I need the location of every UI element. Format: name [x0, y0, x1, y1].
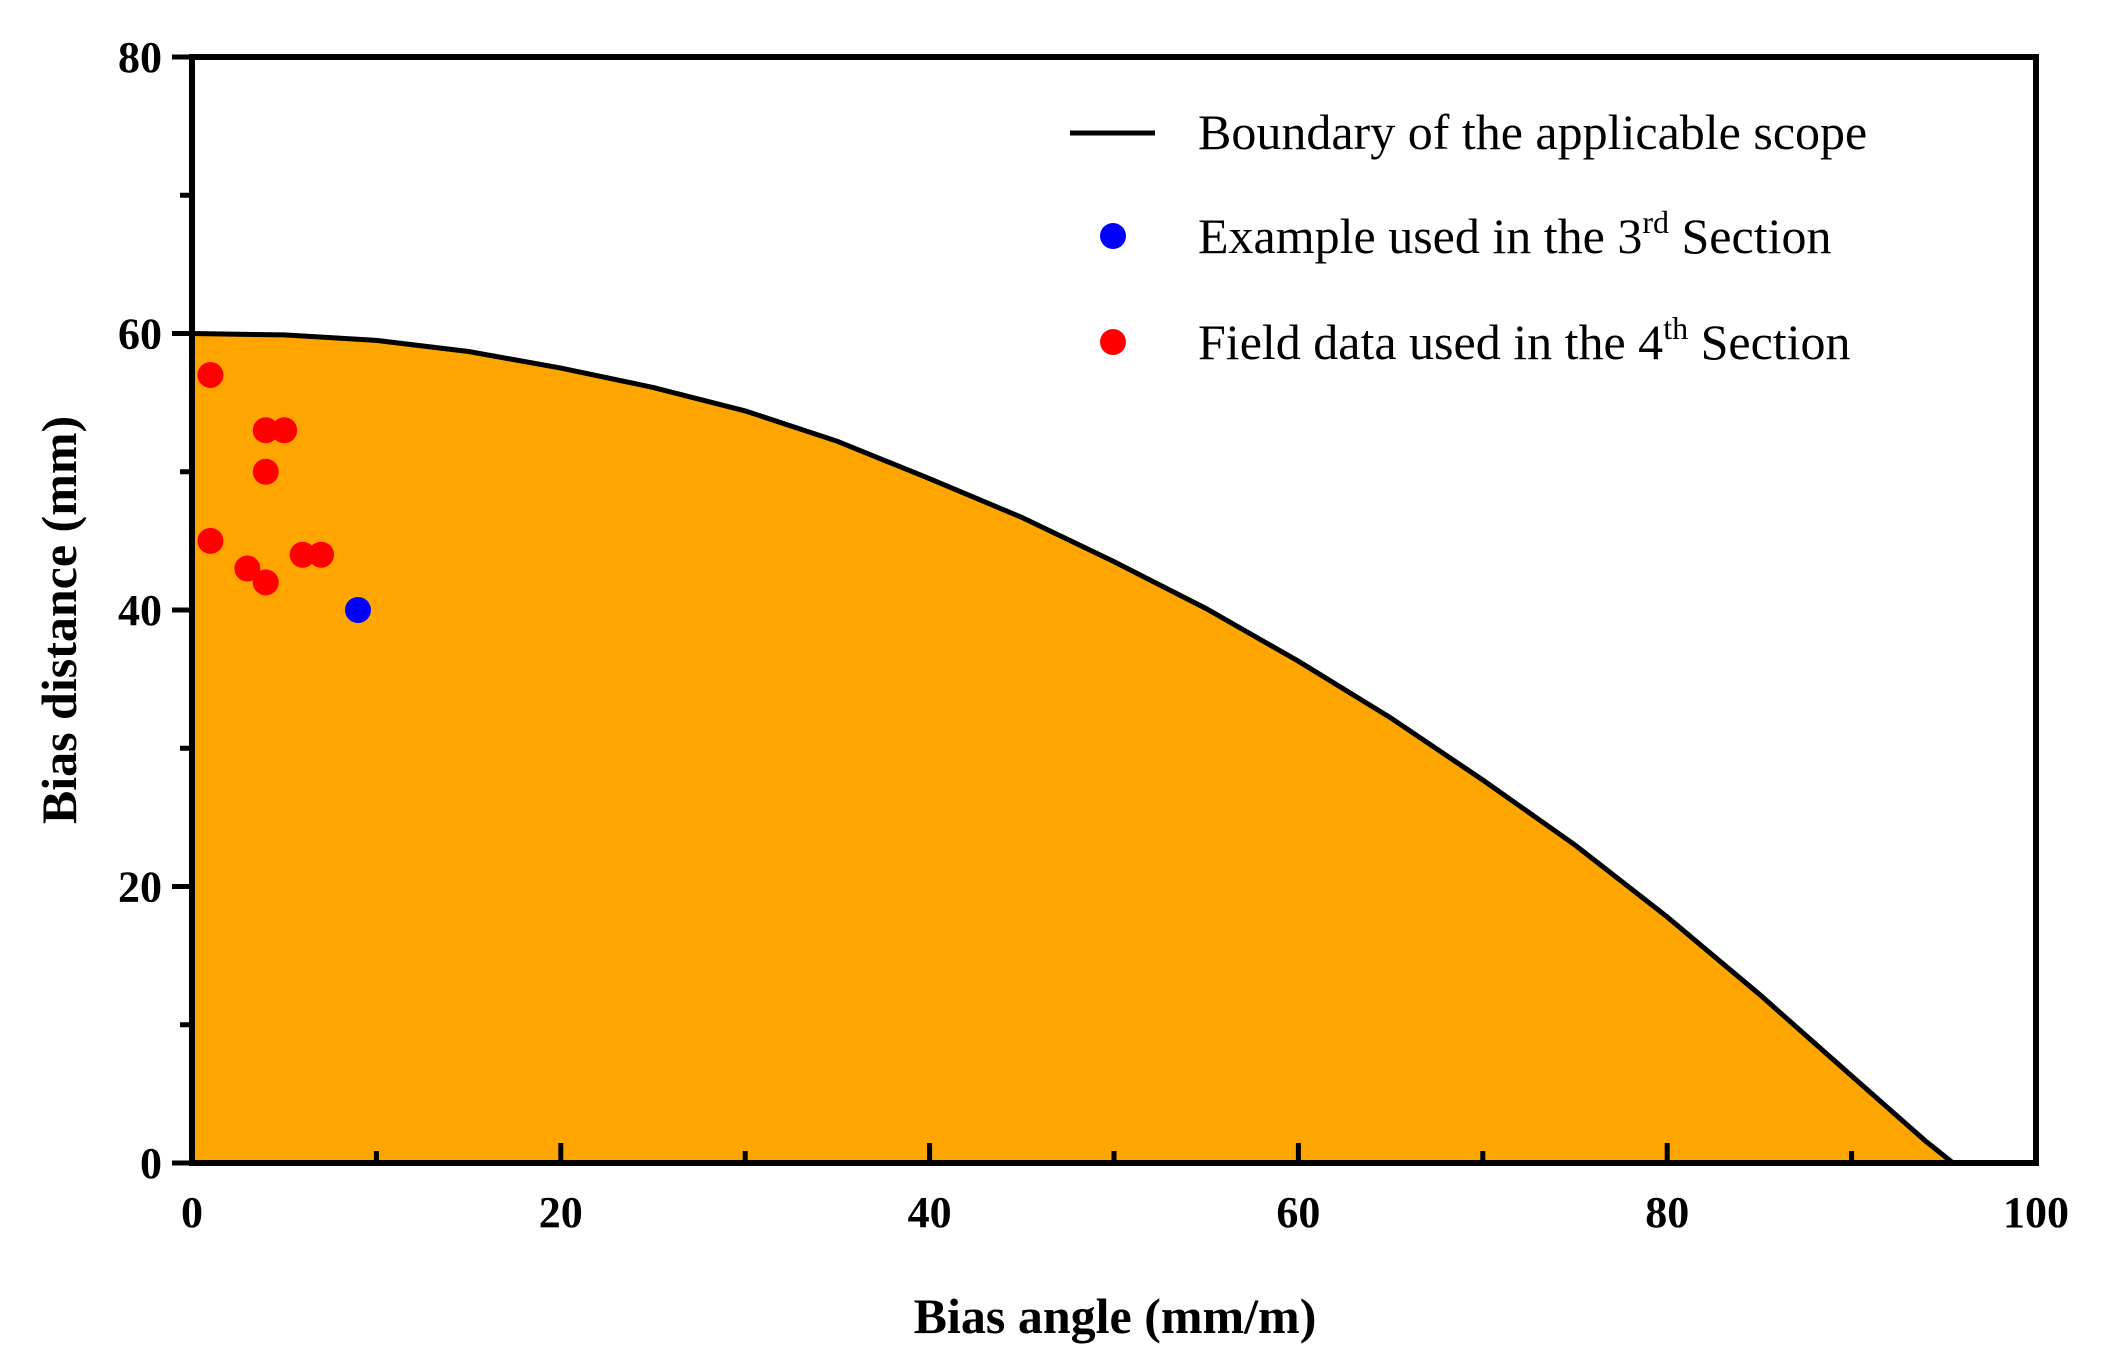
- y-tick-label-80: 80: [118, 33, 162, 82]
- axes: 0 20 40 60 80 100 0 20 40 60 80: [118, 33, 2069, 1237]
- legend-label-0: Boundary of the applicable scope: [1198, 104, 1867, 160]
- x-tick-label-0: 0: [181, 1188, 203, 1237]
- field-data-point-5: [234, 555, 261, 582]
- y-tick-label-20: 20: [118, 863, 162, 912]
- legend: Boundary of the applicable scope Example …: [1070, 104, 1867, 370]
- y-tick-label-60: 60: [118, 310, 162, 359]
- field-data-point-8: [308, 541, 335, 568]
- field-data-point-1: [252, 417, 279, 444]
- x-tick-label-20: 20: [539, 1188, 583, 1237]
- field-data-point-6: [252, 569, 279, 596]
- x-tick-label-100: 100: [2003, 1188, 2069, 1237]
- data-marks: [197, 361, 371, 623]
- y-tick-label-40: 40: [118, 586, 162, 635]
- field-data-point-2: [271, 417, 298, 444]
- legend-label-2: Field data used in the 4th Section: [1198, 310, 1851, 370]
- y-tick-label-0: 0: [140, 1139, 162, 1188]
- example-point-0: [344, 597, 371, 623]
- y-axis-label: Bias distance (mm): [31, 416, 87, 824]
- field-data-point-3: [252, 458, 279, 485]
- x-axis-label: Bias angle (mm/m): [914, 1288, 1317, 1344]
- x-tick-label-60: 60: [1276, 1188, 1320, 1237]
- legend-dot-swatch-2: [1100, 329, 1126, 355]
- boundary-line: [191, 331, 2036, 1166]
- legend-dot-swatch-1: [1100, 223, 1126, 249]
- field-data-point-0: [197, 361, 224, 388]
- applicable-scope-fill: [192, 333, 2036, 1163]
- x-tick-label-40: 40: [908, 1188, 952, 1237]
- field-data-point-4: [197, 527, 224, 554]
- x-tick-label-80: 80: [1645, 1188, 1689, 1237]
- field-data-point-7: [289, 541, 316, 568]
- legend-label-1: Example used in the 3rd Section: [1198, 204, 1831, 264]
